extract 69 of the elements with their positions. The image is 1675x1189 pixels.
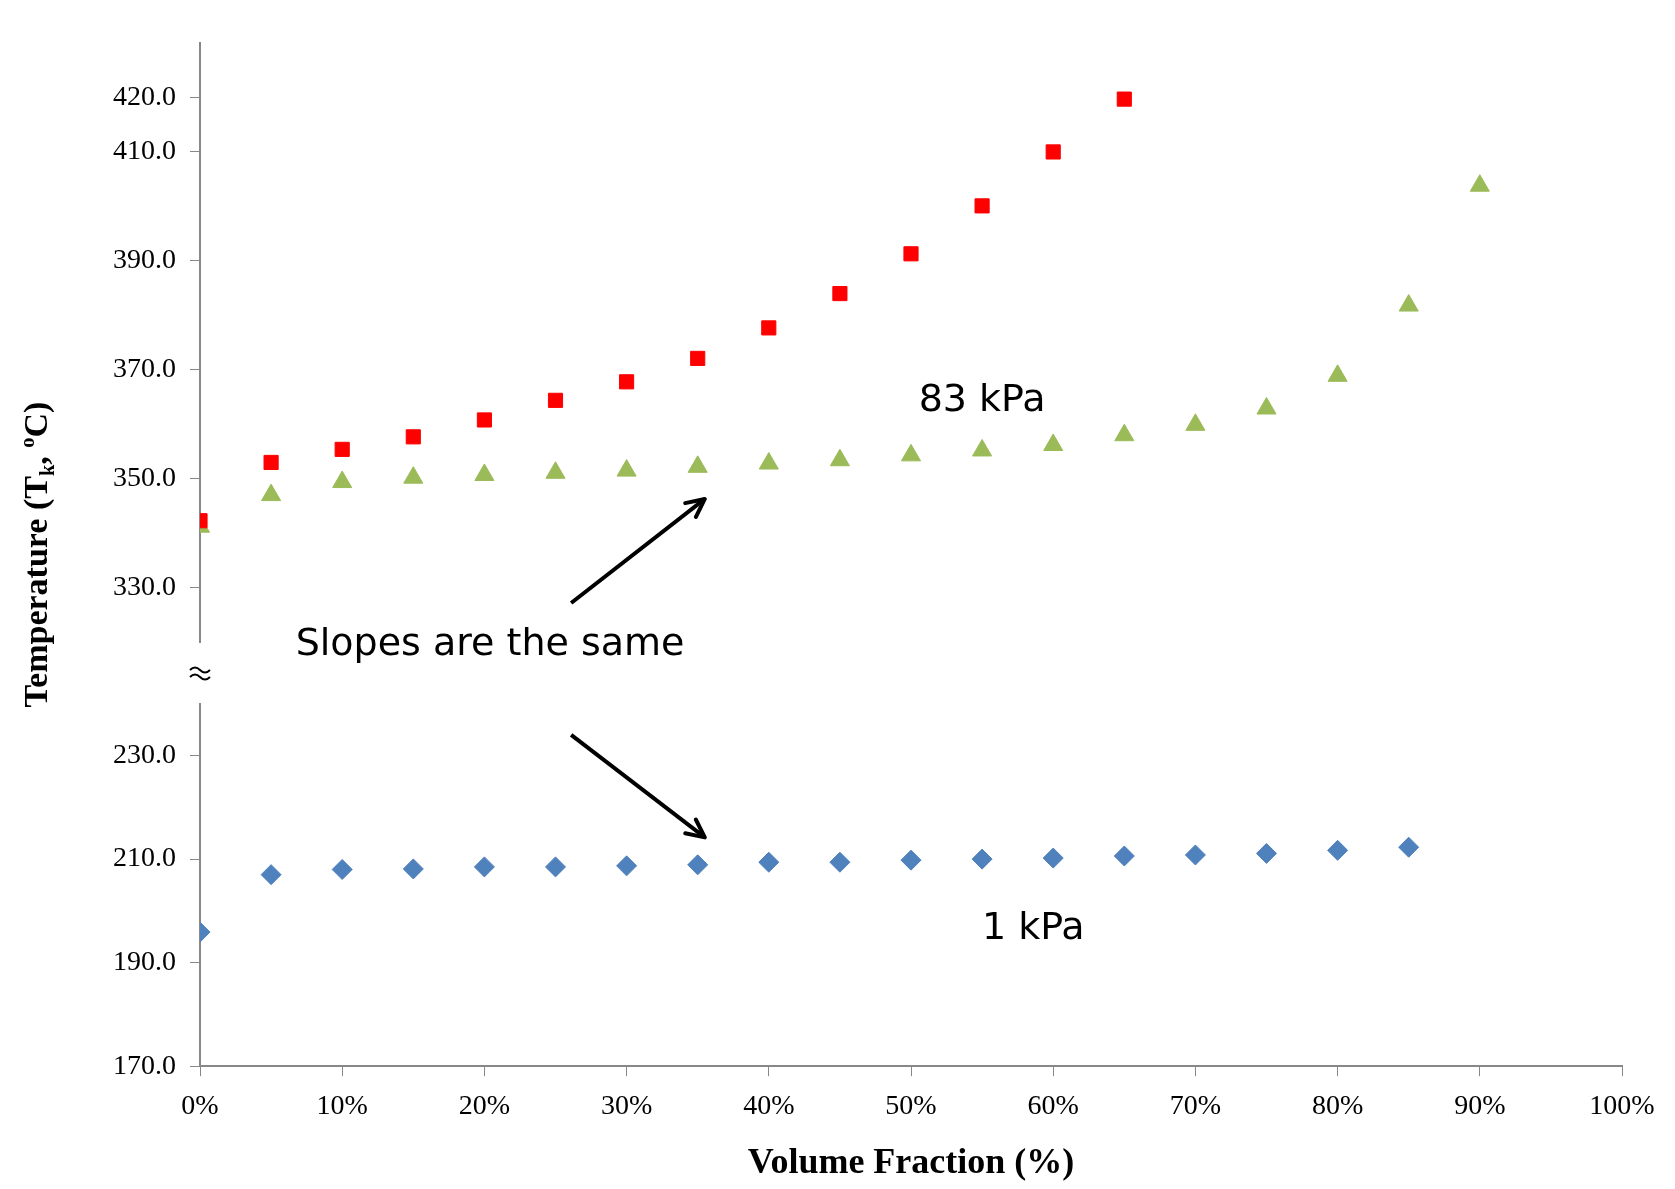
x-tick-label: 0% (181, 1089, 219, 1121)
point (334, 441, 350, 457)
point (971, 848, 993, 870)
y-tick-label: 370.0 (113, 352, 176, 384)
point (1116, 91, 1132, 107)
point (332, 470, 353, 489)
point (1184, 844, 1206, 866)
x-tick-label: 90% (1454, 1089, 1506, 1121)
point (403, 466, 424, 484)
point (616, 459, 637, 477)
point (1114, 423, 1135, 442)
y-tick-label: 350.0 (113, 461, 176, 493)
y-tick-label: 170.0 (113, 1048, 176, 1080)
point (690, 350, 706, 366)
point (547, 392, 564, 408)
y-tick-label: 410.0 (113, 134, 176, 166)
point (903, 246, 919, 262)
point (829, 851, 851, 873)
annotation: 1 kPa (981, 904, 1085, 949)
point (619, 374, 635, 390)
point (1327, 839, 1349, 861)
point (832, 286, 848, 302)
point (261, 483, 282, 502)
y-tick-label: 210.0 (113, 841, 176, 873)
point (1042, 847, 1064, 869)
point (331, 858, 353, 880)
point (474, 463, 495, 481)
annotation: Slopes are the same (295, 620, 685, 665)
point (1327, 364, 1348, 382)
point (758, 452, 779, 470)
point (972, 438, 993, 457)
x-tick-label: 70% (1169, 1089, 1222, 1121)
point (687, 455, 708, 473)
point (1185, 413, 1206, 431)
y-tick-label: 230.0 (113, 737, 176, 769)
point (1398, 836, 1420, 858)
point (900, 443, 922, 462)
point (402, 858, 424, 880)
annotation: 83 kPa (918, 376, 1046, 421)
x-tick-label: 100% (1589, 1089, 1655, 1121)
point (545, 856, 566, 878)
point (687, 854, 709, 876)
y-tick-label: 190.0 (113, 945, 176, 977)
point (616, 855, 638, 877)
x-tick-label: 40% (743, 1089, 795, 1121)
point (1398, 294, 1419, 312)
point (473, 856, 495, 878)
point (829, 448, 850, 467)
x-tick-label: 10% (316, 1089, 368, 1121)
x-tick-label: 50% (885, 1089, 937, 1121)
x-tick-label: 20% (458, 1089, 511, 1121)
point (900, 849, 922, 871)
point (974, 198, 990, 214)
y-tick-label: 420.0 (113, 79, 176, 111)
point (1045, 144, 1061, 160)
point (1256, 397, 1277, 415)
x-tick-label: 30% (600, 1089, 653, 1121)
x-tick-label: 80% (1311, 1089, 1364, 1121)
x-tick-label: 60% (1027, 1089, 1079, 1121)
point (758, 851, 780, 873)
x-axis-title: Volume Fraction (%) (747, 1140, 1075, 1181)
y-tick-label: 390.0 (113, 243, 176, 275)
point (1043, 433, 1064, 452)
point (761, 320, 777, 336)
point (545, 461, 566, 479)
point (1256, 842, 1277, 864)
point (260, 864, 282, 886)
y-tick-label: 330.0 (113, 570, 176, 602)
point (1113, 845, 1135, 867)
